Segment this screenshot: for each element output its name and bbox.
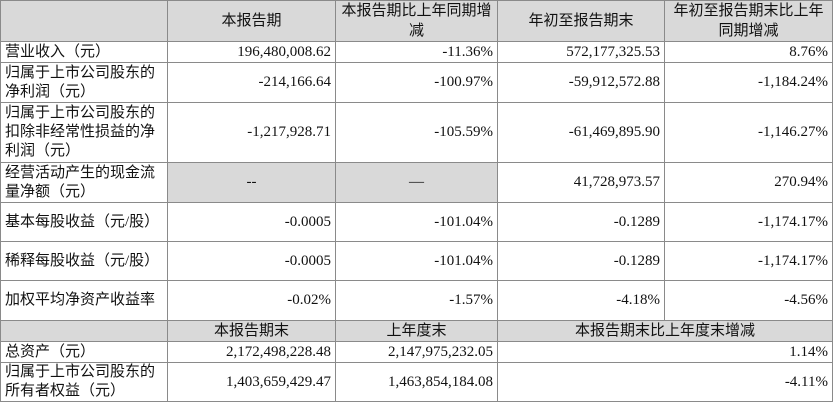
data-row: 经营活动产生的现金流量净额（元） -- —41,728,973.57 270.94%	[0, 162, 833, 203]
header-cell: 年初至报告期末	[497, 0, 665, 42]
data-row: 基本每股收益（元/股） -0.0005 -101.04% -0.1289 -1,174.…	[0, 202, 833, 242]
row-label: 加权平均净资产收益率	[0, 280, 168, 321]
header-cell: 本报告期末	[167, 320, 336, 342]
header-cell: 年初至报告期末比上年同期增减	[664, 0, 833, 42]
value-cell: -4.56%	[664, 280, 833, 321]
value-cell: -0.0005	[167, 202, 336, 242]
row-label: 营业收入（元）	[0, 41, 168, 63]
data-row: 稀释每股收益（元/股） -0.0005 -101.04% -0.1289 -1,174.…	[0, 241, 833, 281]
header-cell	[0, 0, 168, 42]
data-row: 归属于上市公司股东的所有者权益（元） 1,403,659,429.47 1,463,…	[0, 362, 833, 402]
header-cell: 本报告期比上年同期增减	[335, 0, 498, 42]
value-cell: -0.1289	[497, 241, 665, 281]
value-cell: -1,217,928.71	[167, 102, 336, 163]
data-row: 总资产（元） 2,172,498,228.48 2,147,975,232.05 1.…	[0, 341, 833, 363]
header-cell: 本报告期	[167, 0, 336, 42]
value-cell: -11.36%	[335, 41, 498, 63]
value-cell: -214,166.64	[167, 62, 336, 103]
value-cell: -105.59%	[335, 102, 498, 163]
table-body: 本报告期 本报告期比上年同期增减 年初至报告期末 年初至报告期末比上年同期增减 营业收入…	[0, 0, 833, 402]
value-cell: 572,177,325.53	[497, 41, 665, 63]
value-cell: -101.04%	[335, 241, 498, 281]
value-cell: -4.11%	[497, 362, 833, 402]
value-cell: -0.0005	[167, 241, 336, 281]
value-cell: -0.1289	[497, 202, 665, 242]
value-cell: -4.18%	[497, 280, 665, 321]
row-label: 基本每股收益（元/股）	[0, 202, 168, 242]
value-cell: 1.14%	[497, 341, 833, 363]
value-cell: 41,728,973.57	[497, 162, 665, 203]
value-cell: 2,147,975,232.05	[335, 341, 498, 363]
data-row: 营业收入（元） 196,480,008.62 -11.36% 572,177,325.…	[0, 41, 833, 63]
value-cell: -1,174.17%	[664, 202, 833, 242]
value-cell: -61,469,895.90	[497, 102, 665, 163]
data-row: 归属于上市公司股东的扣除非经常性损益的净利润（元） -1,217,928.71 -1…	[0, 102, 833, 163]
header-cell: 本报告期末比上年度末增减	[497, 320, 833, 342]
value-cell: 270.94%	[664, 162, 833, 203]
value-cell: 196,480,008.62	[167, 41, 336, 63]
row-label: 经营活动产生的现金流量净额（元）	[0, 162, 168, 203]
value-cell: -1,184.24%	[664, 62, 833, 103]
value-cell: 2,172,498,228.48	[167, 341, 336, 363]
row-label: 归属于上市公司股东的净利润（元）	[0, 62, 168, 103]
value-cell: -1,174.17%	[664, 241, 833, 281]
header-cell	[0, 320, 168, 342]
value-cell: -59,912,572.88	[497, 62, 665, 103]
value-cell: -1,146.27%	[664, 102, 833, 163]
value-cell: -0.02%	[167, 280, 336, 321]
value-cell: -1.57%	[335, 280, 498, 321]
value-cell: 1,403,659,429.47	[167, 362, 336, 402]
header-cell: 上年度末	[335, 320, 498, 342]
value-cell: --	[167, 162, 336, 203]
row-label: 归属于上市公司股东的扣除非经常性损益的净利润（元）	[0, 102, 168, 163]
data-row: 加权平均净资产收益率 -0.02% -1.57% -4.18% -4.56%	[0, 280, 833, 321]
value-cell: -101.04%	[335, 202, 498, 242]
row-label: 稀释每股收益（元/股）	[0, 241, 168, 281]
value-cell: 8.76%	[664, 41, 833, 63]
data-row: 归属于上市公司股东的净利润（元） -214,166.64 -100.97% -59,9…	[0, 62, 833, 103]
row-label: 归属于上市公司股东的所有者权益（元）	[0, 362, 168, 402]
value-cell: -100.97%	[335, 62, 498, 103]
header-row: 本报告期末 上年度末 本报告期末比上年度末增减	[0, 320, 833, 342]
value-cell: —	[335, 162, 498, 203]
value-cell: 1,463,854,184.08	[335, 362, 498, 402]
header-row: 本报告期 本报告期比上年同期增减 年初至报告期末 年初至报告期末比上年同期增减	[0, 0, 833, 42]
financial-table: 本报告期 本报告期比上年同期增减 年初至报告期末 年初至报告期末比上年同期增减 营业收入…	[0, 0, 833, 402]
row-label: 总资产（元）	[0, 341, 168, 363]
